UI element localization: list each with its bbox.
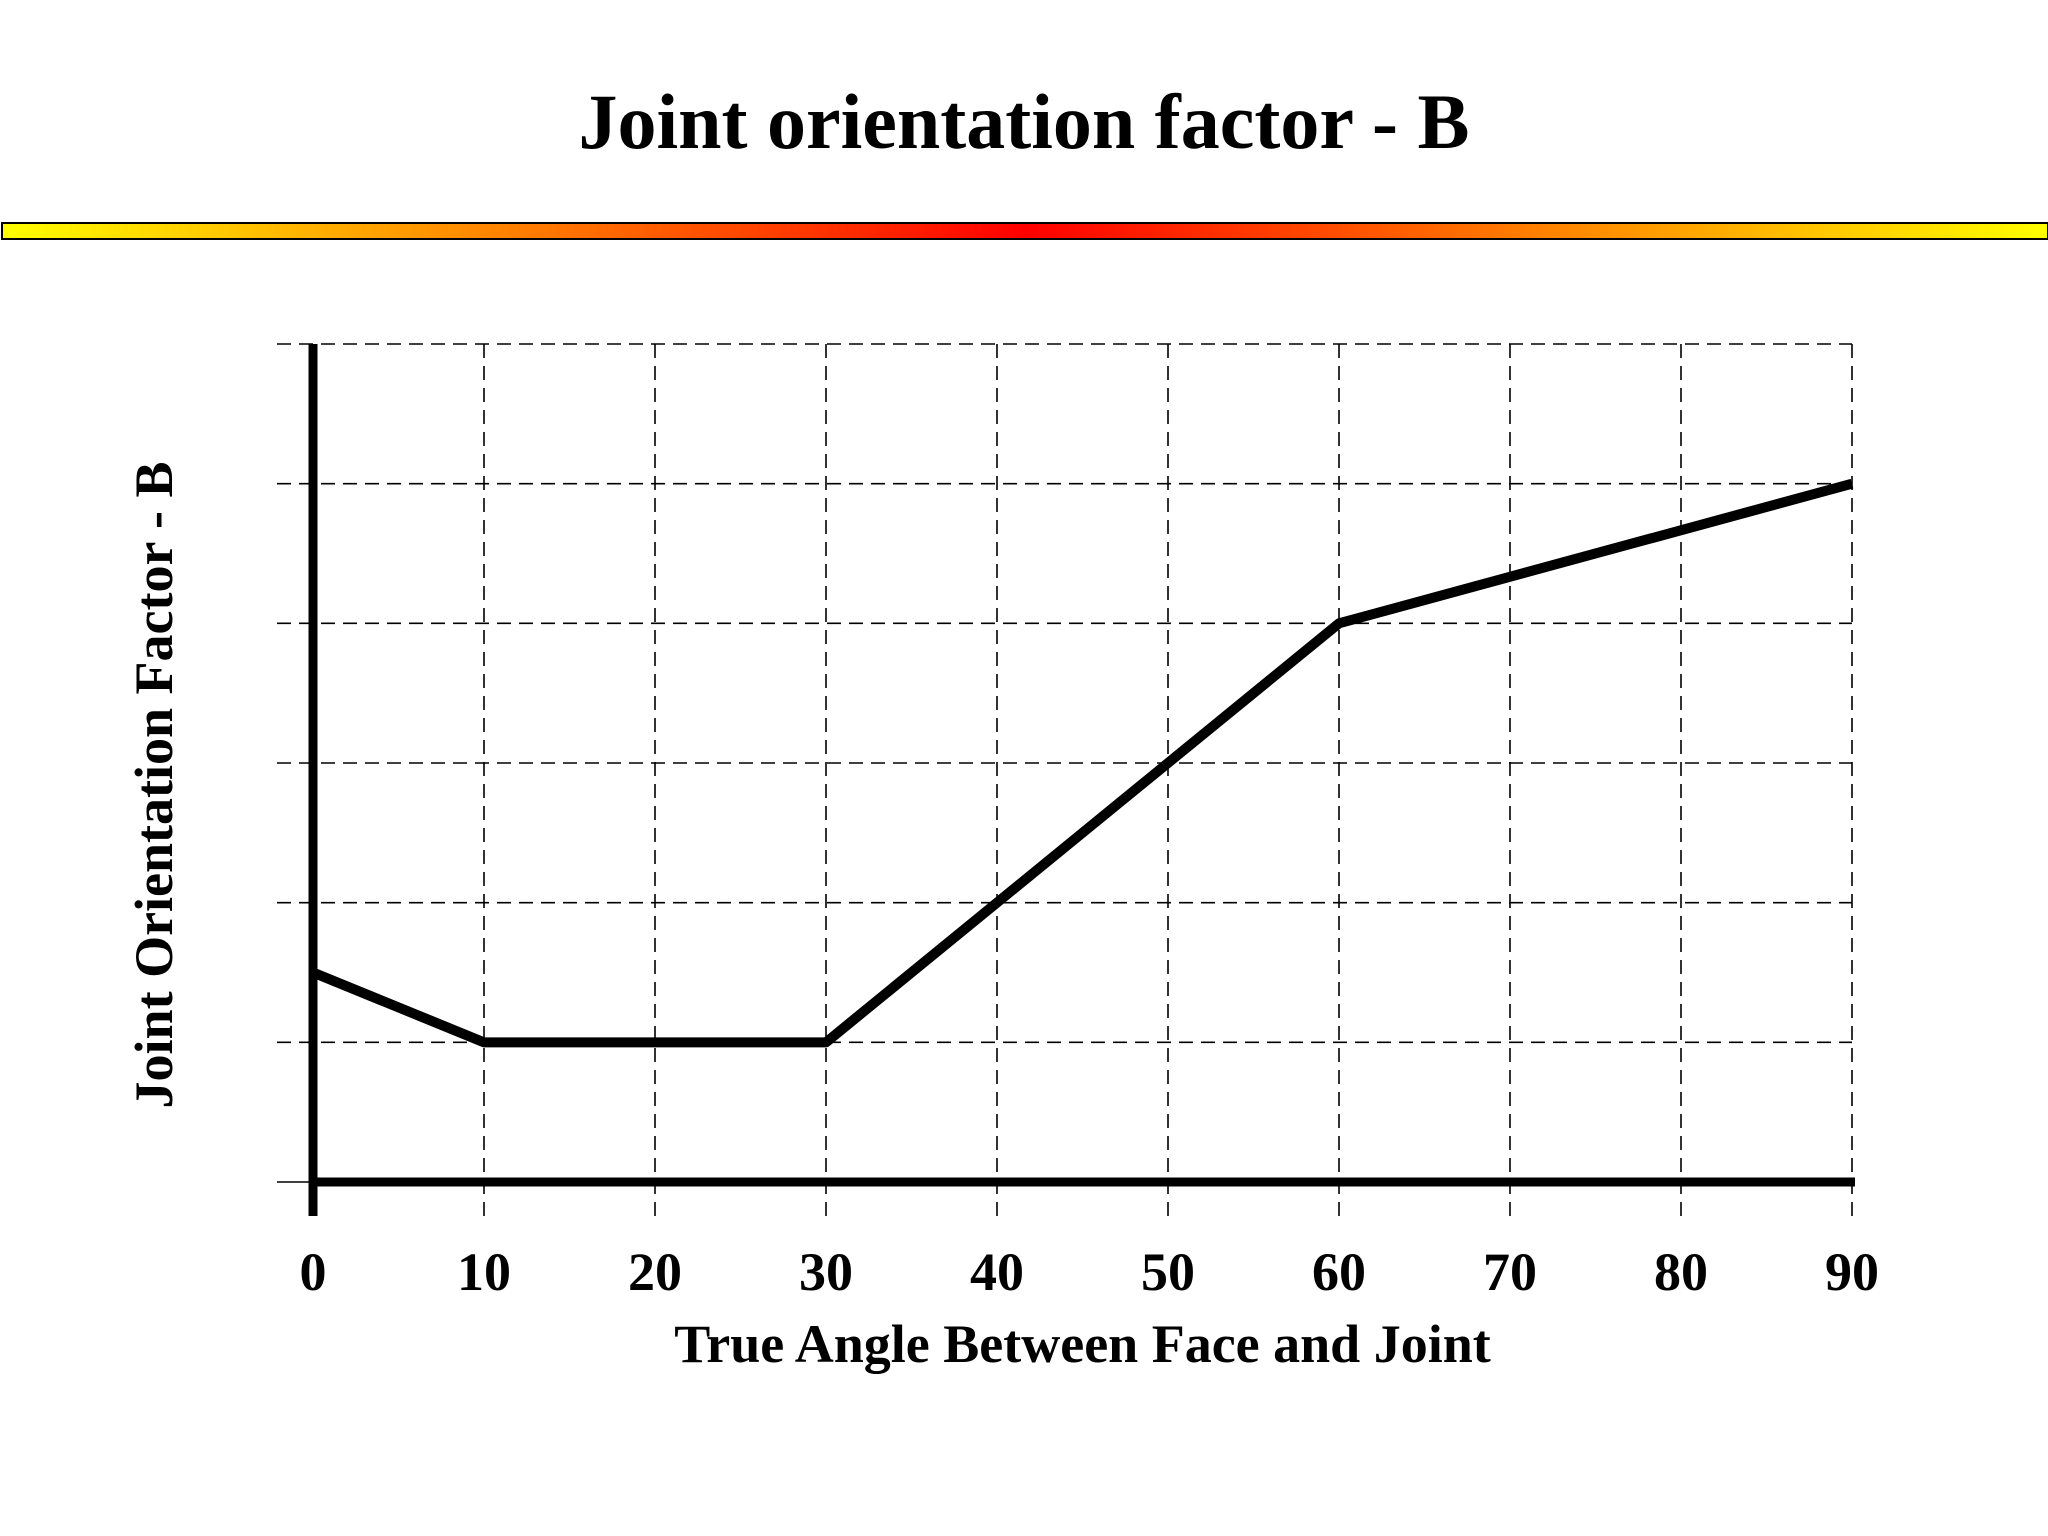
x-tick-label: 0 [300,1242,327,1302]
x-tick-label: 20 [628,1242,682,1302]
y-axis-title: Joint Orientation Factor - B [124,462,184,1109]
x-tick-label: 40 [970,1242,1024,1302]
x-tick-label: 60 [1312,1242,1366,1302]
x-tick-labels: 0 10 20 30 40 50 60 70 80 90 [300,1242,1880,1302]
x-tick-label: 10 [457,1242,511,1302]
slide-title: Joint orientation factor - B [578,78,1470,165]
series-line [311,478,1854,1048]
x-tick-label: 80 [1654,1242,1708,1302]
x-tick-label: 30 [799,1242,853,1302]
axes [308,344,1855,1216]
series-layer [311,478,1854,1048]
x-axis-title: True Angle Between Face and Joint [674,1314,1490,1374]
grid [277,343,1853,1216]
x-tick-label: 90 [1825,1242,1879,1302]
x-tick-label: 50 [1141,1242,1195,1302]
x-tick-label: 70 [1483,1242,1537,1302]
